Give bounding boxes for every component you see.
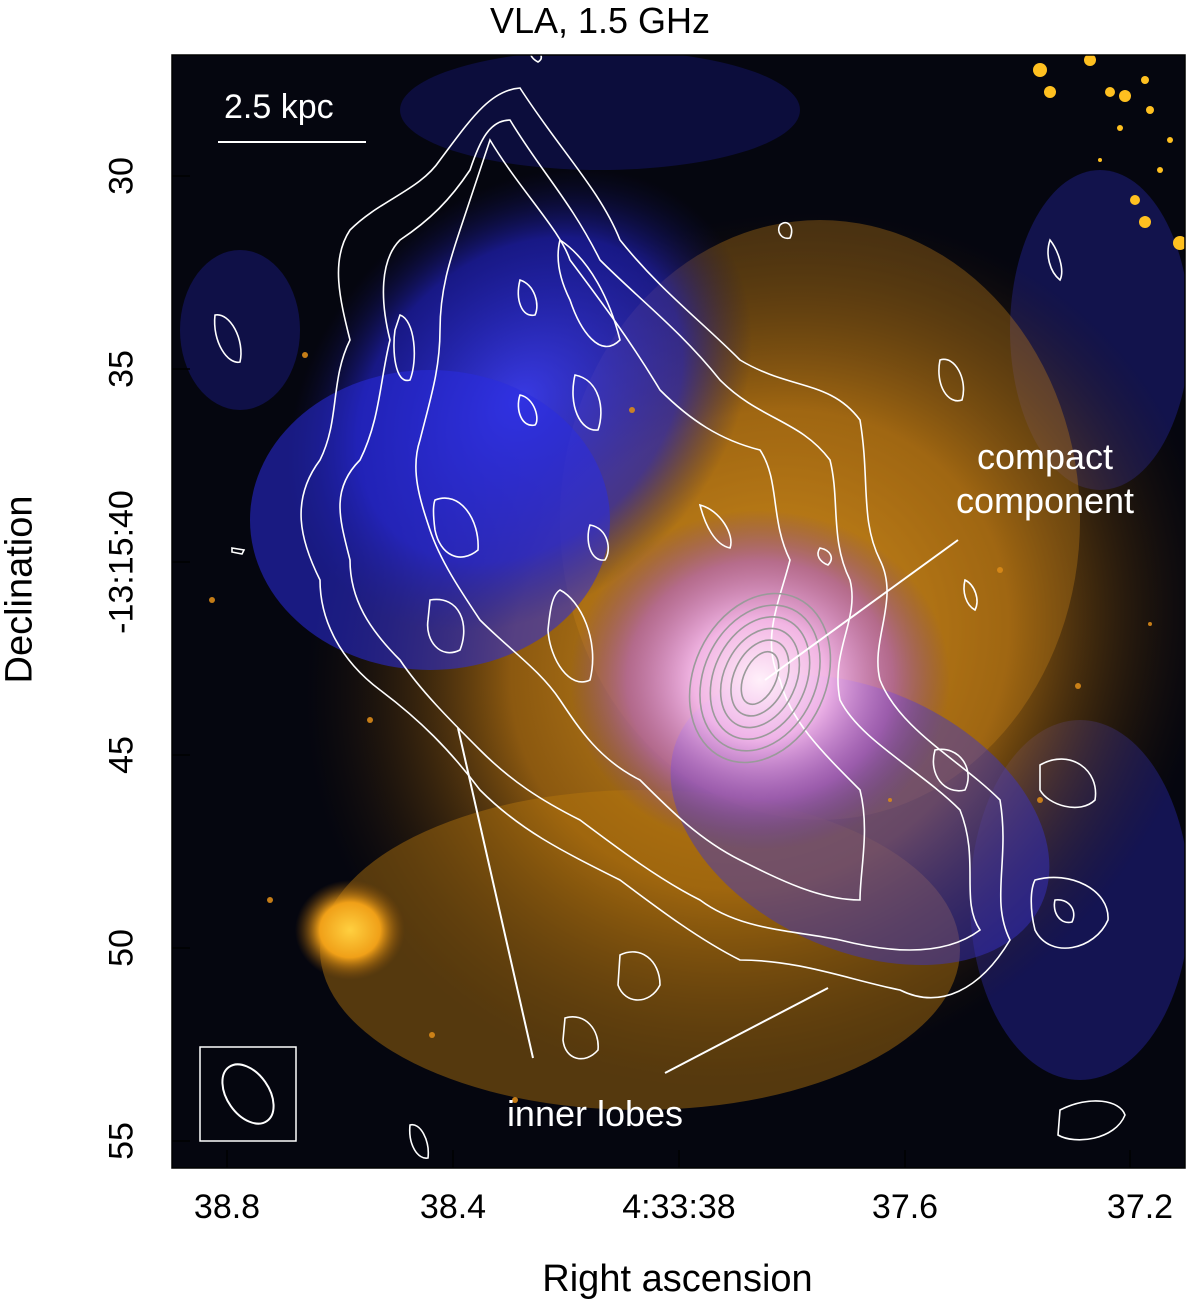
annotation-compact-component: compact component <box>910 435 1180 523</box>
y-axis-label: Declination <box>0 495 41 684</box>
annotation-compact-line2: component <box>955 480 1135 521</box>
y-tick-label: 50 <box>102 929 141 967</box>
annotation-inner-lobes: inner lobes <box>506 1093 684 1134</box>
x-tick-label: 37.6 <box>871 1188 939 1226</box>
beam-box <box>199 1046 297 1142</box>
x-tick-label: 4:33:38 <box>622 1188 736 1226</box>
x-tick-label: 38.8 <box>193 1188 261 1226</box>
y-tick-label: 30 <box>102 157 141 195</box>
figure-title: VLA, 1.5 GHz <box>489 0 711 41</box>
x-tick-label: 38.4 <box>419 1188 487 1226</box>
x-tick-label: 37.2 <box>1106 1188 1174 1226</box>
radio-contours <box>213 55 1126 1159</box>
y-tick-label: 35 <box>102 350 141 388</box>
beam-ellipse <box>221 1063 275 1125</box>
x-axis-label: Right ascension <box>542 1258 813 1300</box>
y-tick-label: -13:15:40 <box>102 490 141 634</box>
scalebar-label: 2.5 kpc <box>224 88 334 126</box>
annotation-compact-line1: compact <box>976 436 1114 477</box>
y-tick-label: 45 <box>102 736 141 774</box>
axis-ticks <box>172 175 1131 1168</box>
y-tick-label: 55 <box>102 1122 141 1160</box>
